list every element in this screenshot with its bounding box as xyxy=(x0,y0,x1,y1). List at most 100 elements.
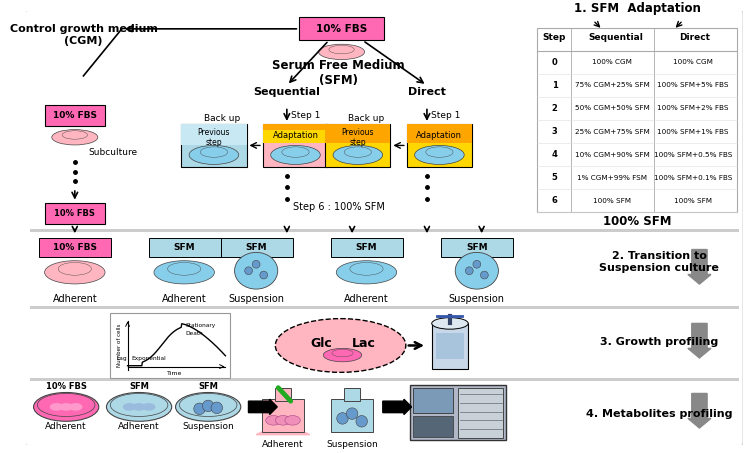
Ellipse shape xyxy=(336,261,397,284)
Bar xyxy=(407,124,472,143)
Text: Control growth medium
(CGM): Control growth medium (CGM) xyxy=(10,24,158,46)
Text: 75% CGM+25% SFM: 75% CGM+25% SFM xyxy=(574,82,649,88)
Text: Subculture: Subculture xyxy=(88,148,137,157)
Bar xyxy=(325,124,391,143)
Ellipse shape xyxy=(332,349,353,357)
Text: Back up: Back up xyxy=(205,114,241,123)
Text: 100% SFM+0.5% FBS: 100% SFM+0.5% FBS xyxy=(654,152,732,158)
Ellipse shape xyxy=(202,400,214,412)
Text: Step 6 : 100% SFM: Step 6 : 100% SFM xyxy=(293,202,385,212)
Ellipse shape xyxy=(323,348,362,362)
Ellipse shape xyxy=(154,261,214,284)
Text: 10% FBS: 10% FBS xyxy=(53,111,97,120)
Text: 1% CGM+99% FSM: 1% CGM+99% FSM xyxy=(577,174,647,181)
Ellipse shape xyxy=(69,403,82,411)
Text: Serum Free Medium
(SFM): Serum Free Medium (SFM) xyxy=(273,58,405,87)
Text: SFM: SFM xyxy=(198,382,218,391)
Text: Adherent: Adherent xyxy=(344,294,389,304)
Bar xyxy=(263,124,328,143)
Text: 4: 4 xyxy=(551,150,557,159)
Ellipse shape xyxy=(107,392,172,421)
Ellipse shape xyxy=(260,271,267,279)
Ellipse shape xyxy=(347,408,358,419)
Text: SFM: SFM xyxy=(129,382,149,391)
Text: 1: 1 xyxy=(551,81,557,90)
Ellipse shape xyxy=(270,145,320,164)
Bar xyxy=(220,238,293,257)
FancyBboxPatch shape xyxy=(25,10,743,446)
FancyArrow shape xyxy=(382,399,412,414)
Text: SFM: SFM xyxy=(356,243,377,252)
Ellipse shape xyxy=(50,403,63,411)
Ellipse shape xyxy=(211,402,223,414)
Ellipse shape xyxy=(52,130,98,145)
Ellipse shape xyxy=(132,403,146,411)
FancyArrow shape xyxy=(688,250,711,284)
Text: 5: 5 xyxy=(551,173,557,182)
Ellipse shape xyxy=(252,260,260,268)
Ellipse shape xyxy=(432,318,468,329)
Ellipse shape xyxy=(350,262,383,275)
Bar xyxy=(458,388,503,438)
Text: 100% CGM: 100% CGM xyxy=(592,59,632,65)
Ellipse shape xyxy=(337,413,348,424)
Ellipse shape xyxy=(189,145,239,164)
Ellipse shape xyxy=(37,394,95,416)
Text: Number of cells: Number of cells xyxy=(117,324,123,367)
Text: 10% FBS: 10% FBS xyxy=(53,243,97,252)
Text: Sequential: Sequential xyxy=(589,33,643,42)
Ellipse shape xyxy=(111,394,168,416)
Ellipse shape xyxy=(426,147,453,157)
Text: SFM: SFM xyxy=(173,243,195,252)
Bar xyxy=(331,399,374,432)
Bar xyxy=(149,238,220,257)
Ellipse shape xyxy=(282,147,309,157)
Ellipse shape xyxy=(45,261,105,284)
Ellipse shape xyxy=(333,145,382,164)
Bar xyxy=(441,238,513,257)
Text: Suspension: Suspension xyxy=(449,294,505,304)
Text: Exponential: Exponential xyxy=(131,357,166,361)
Text: Sequential: Sequential xyxy=(253,87,320,97)
Text: 100% SFM: 100% SFM xyxy=(593,198,631,203)
Text: 1. SFM  Adaptation: 1. SFM Adaptation xyxy=(574,2,701,15)
Ellipse shape xyxy=(200,147,228,157)
Text: 0: 0 xyxy=(552,58,557,67)
Text: 100% SFM+0.1% FBS: 100% SFM+0.1% FBS xyxy=(654,174,732,181)
Bar xyxy=(182,124,247,167)
Bar xyxy=(40,238,111,257)
Text: 100% SFM+2% FBS: 100% SFM+2% FBS xyxy=(657,106,728,111)
Ellipse shape xyxy=(179,394,237,416)
Text: Adherent: Adherent xyxy=(52,294,97,304)
Bar xyxy=(436,333,465,359)
Ellipse shape xyxy=(58,262,91,275)
Text: Previous
step: Previous step xyxy=(341,128,374,147)
Bar xyxy=(45,105,105,126)
Text: 6: 6 xyxy=(551,196,557,205)
Text: Adherent: Adherent xyxy=(162,294,207,304)
Text: Stationary: Stationary xyxy=(185,323,215,328)
Ellipse shape xyxy=(266,415,281,425)
Ellipse shape xyxy=(473,260,481,268)
Text: Time: Time xyxy=(167,371,183,376)
Text: Lag: Lag xyxy=(117,357,127,361)
Bar xyxy=(412,388,453,413)
Polygon shape xyxy=(256,432,310,435)
Bar xyxy=(262,399,304,432)
Text: 3. Growth profiling: 3. Growth profiling xyxy=(600,337,719,347)
Bar xyxy=(344,388,360,401)
Text: Adherent: Adherent xyxy=(262,440,304,449)
Bar xyxy=(276,388,291,401)
Bar xyxy=(432,323,468,368)
Bar xyxy=(30,306,739,309)
FancyArrow shape xyxy=(688,323,711,358)
Ellipse shape xyxy=(193,403,205,414)
Text: Step 1: Step 1 xyxy=(291,111,320,120)
Text: 100% SFM+1% FBS: 100% SFM+1% FBS xyxy=(657,129,728,135)
Ellipse shape xyxy=(344,147,371,157)
Ellipse shape xyxy=(480,271,489,279)
Text: 10% CGM+90% SFM: 10% CGM+90% SFM xyxy=(574,152,649,158)
Text: 50% CGM+50% SFM: 50% CGM+50% SFM xyxy=(574,106,649,111)
Ellipse shape xyxy=(318,44,365,59)
Bar xyxy=(331,238,403,257)
